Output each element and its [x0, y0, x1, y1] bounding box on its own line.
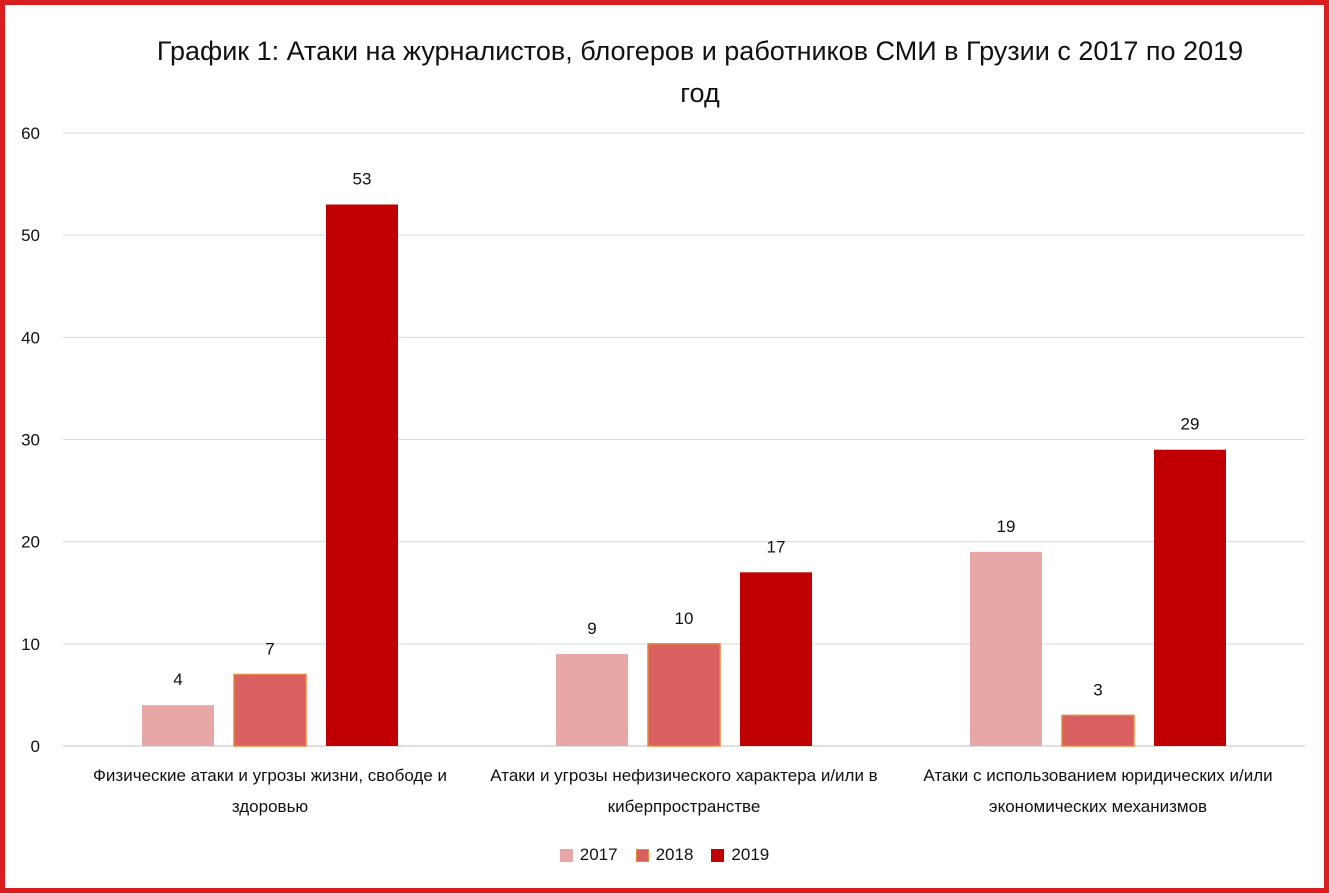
y-tick-label: 60	[21, 124, 40, 143]
data-label: 29	[1181, 415, 1200, 434]
y-tick-label: 10	[21, 635, 40, 654]
bar	[970, 551, 1042, 746]
chart-title: График 1: Атаки на журналистов, блогеров…	[156, 36, 1244, 108]
legend-swatch-2017	[559, 848, 573, 862]
bar	[1154, 449, 1226, 746]
chart-legend: 2017 2018 2019	[0, 845, 1329, 865]
data-label: 10	[675, 609, 694, 628]
legend-label-2018: 2018	[655, 845, 694, 864]
data-label: 17	[767, 537, 786, 556]
data-label: 9	[587, 619, 596, 638]
data-label: 3	[1093, 680, 1102, 699]
data-label: 19	[997, 517, 1016, 536]
y-tick-label: 40	[21, 328, 40, 347]
legend-item-2017: 2017	[559, 845, 618, 865]
legend-label-2019: 2019	[731, 845, 770, 864]
y-tick-label: 30	[21, 431, 40, 450]
data-label: 53	[353, 170, 372, 189]
category-label-physical: Физические атаки и угрозы жизни, свободе…	[93, 766, 447, 816]
bar	[556, 654, 628, 746]
legend-label-2017: 2017	[579, 845, 618, 864]
bar	[326, 204, 398, 746]
y-tick-label: 20	[21, 533, 40, 552]
category-label-legal: Атаки с использованием юридических и/или…	[923, 766, 1273, 816]
bar	[740, 572, 812, 746]
legend-swatch-2018	[635, 848, 649, 862]
legend-item-2019: 2019	[711, 845, 769, 865]
legend-swatch-2019	[711, 848, 725, 862]
y-tick-label: 0	[31, 737, 40, 756]
legend-item-2018: 2018	[635, 845, 694, 865]
bar	[647, 643, 721, 747]
y-tick-label: 50	[21, 226, 40, 245]
bar	[1061, 714, 1135, 747]
data-label: 4	[173, 670, 182, 689]
bar	[233, 673, 307, 747]
data-label: 7	[265, 639, 274, 658]
bar	[142, 705, 214, 746]
category-label-cyber: Атаки и угрозы нефизического характера и…	[490, 766, 878, 816]
